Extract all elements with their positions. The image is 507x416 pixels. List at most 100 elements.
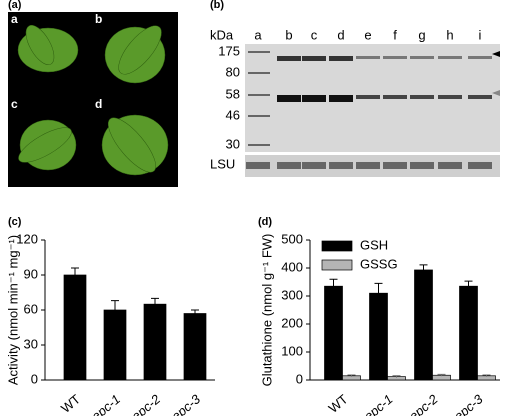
bar <box>103 309 127 381</box>
band <box>356 56 380 59</box>
y-tick-label: 500 <box>281 231 303 246</box>
x-tick-label: epc-3 <box>451 391 486 416</box>
marker-band <box>248 94 270 96</box>
panel-label: (d) <box>258 216 272 228</box>
marker-label: 175 <box>218 43 240 58</box>
error-bar <box>419 264 428 275</box>
marker-label: 46 <box>226 107 240 122</box>
lsu-band <box>383 162 407 169</box>
y-tick-label: 90 <box>24 266 38 281</box>
error-bar <box>464 280 473 292</box>
lsu-band <box>468 162 492 169</box>
band <box>302 56 326 61</box>
lane-label: d <box>337 27 344 42</box>
marker-band <box>248 144 270 146</box>
band <box>277 56 301 61</box>
x-tick-label: WT <box>326 391 351 416</box>
plant-label: b <box>95 12 102 26</box>
x-tick-label: epc-3 <box>169 391 204 416</box>
marker-label: 80 <box>226 64 240 79</box>
lane-label: a <box>254 27 262 42</box>
band <box>383 95 407 99</box>
rosettes <box>17 25 169 176</box>
bar <box>369 292 388 381</box>
plant-label: a <box>11 12 18 26</box>
panel-label: (b) <box>210 0 224 11</box>
y-tick-label: 200 <box>281 315 303 330</box>
band <box>410 95 434 99</box>
band <box>383 56 407 59</box>
y-tick-label: 30 <box>24 336 38 351</box>
x-tick-label: epc-1 <box>89 391 124 416</box>
x-tick-label: WT <box>58 391 83 416</box>
band <box>302 95 326 102</box>
band <box>438 56 462 59</box>
error-bar <box>329 278 338 294</box>
error-bar <box>191 309 199 317</box>
bar <box>324 285 343 381</box>
lsu-band <box>410 162 434 169</box>
bar <box>63 274 87 381</box>
marker-band <box>248 51 270 53</box>
lsu-band <box>277 162 301 169</box>
error-bar <box>392 375 401 378</box>
plant-label: c <box>11 97 18 111</box>
y-tick-label: 120 <box>16 231 38 246</box>
lane-label: i <box>479 27 482 42</box>
lsu-band <box>302 162 326 169</box>
marker-label: 30 <box>226 136 240 151</box>
band <box>329 95 353 102</box>
band <box>438 95 462 99</box>
error-bar <box>111 300 119 320</box>
lsu-band <box>329 162 353 169</box>
bar <box>414 269 433 381</box>
lane-label: f <box>393 27 397 42</box>
lsu-band <box>356 162 380 169</box>
plant-label: d <box>95 97 102 111</box>
error-bar <box>151 297 159 310</box>
band <box>468 95 492 99</box>
legend-label: GSSG <box>360 256 398 271</box>
y-tick-label: 0 <box>31 371 38 386</box>
band <box>356 95 380 99</box>
bar <box>459 285 478 381</box>
loading-label: LSU <box>210 156 235 171</box>
arrow <box>492 51 500 57</box>
x-tick-label: epc-1 <box>361 391 396 416</box>
x-tick-label: epc-2 <box>129 391 164 416</box>
legend-swatch <box>321 259 353 271</box>
error-bar <box>482 374 491 377</box>
y-axis-label: Glutathione (nmol g⁻¹ FW) <box>259 234 274 387</box>
y-tick-label: 300 <box>281 287 303 302</box>
lane-label: e <box>364 27 371 42</box>
error-bar <box>437 373 446 377</box>
band <box>329 56 353 61</box>
lane-label: b <box>285 27 292 42</box>
marker-band <box>248 115 270 117</box>
band <box>410 56 434 59</box>
band <box>468 56 492 59</box>
y-tick-label: 100 <box>281 343 303 358</box>
x-tick-label: epc-2 <box>406 391 441 416</box>
lane-label: h <box>446 27 453 42</box>
marker-band <box>248 72 270 74</box>
y-tick-label: 400 <box>281 259 303 274</box>
lane-label: c <box>311 27 318 42</box>
arrow <box>492 90 500 96</box>
lane-label: g <box>418 27 425 42</box>
error-bar <box>374 282 383 303</box>
blot-unit: kDa <box>210 27 234 42</box>
y-tick-label: 0 <box>296 371 303 386</box>
panel-label: (c) <box>8 216 22 228</box>
legend-swatch <box>321 240 353 252</box>
panel-label: (a) <box>8 0 22 11</box>
error-bar <box>71 267 79 282</box>
error-bar <box>347 374 356 377</box>
lsu-band <box>246 162 270 169</box>
y-tick-label: 60 <box>24 301 38 316</box>
lsu-band <box>438 162 462 169</box>
bar <box>143 303 167 381</box>
y-axis-label: Activity (nmol min⁻¹ mg⁻¹) <box>5 235 20 385</box>
legend-label: GSH <box>360 237 388 252</box>
band <box>277 95 301 102</box>
